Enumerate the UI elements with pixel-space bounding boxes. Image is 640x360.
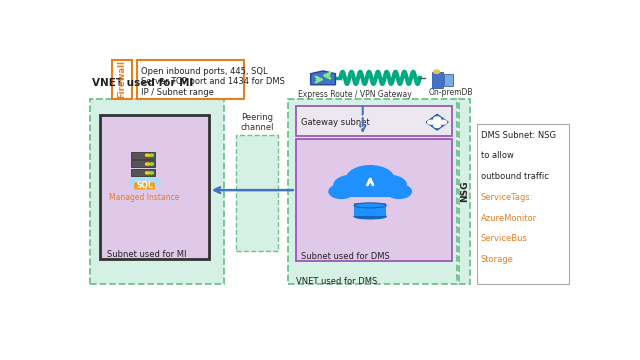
FancyBboxPatch shape — [236, 135, 278, 251]
Text: Storage: Storage — [481, 255, 514, 264]
FancyBboxPatch shape — [90, 99, 224, 284]
FancyBboxPatch shape — [131, 161, 156, 167]
Circle shape — [346, 166, 394, 192]
Text: VNET used for MI: VNET used for MI — [92, 77, 194, 87]
Circle shape — [145, 154, 150, 156]
Text: Open inbound ports, 445, SQL
Server TCP port and 1434 for DMS
IP / Subnet range: Open inbound ports, 445, SQL Server TCP … — [141, 67, 284, 96]
Text: Gateway subnet: Gateway subnet — [301, 118, 369, 127]
Text: ServiceBus: ServiceBus — [481, 234, 527, 243]
Circle shape — [145, 172, 150, 174]
Text: DMS Subnet: NSG: DMS Subnet: NSG — [481, 131, 556, 140]
FancyBboxPatch shape — [134, 183, 155, 190]
Text: Subnet used for DMS: Subnet used for DMS — [301, 252, 390, 261]
Circle shape — [434, 123, 440, 127]
Circle shape — [434, 120, 440, 124]
Circle shape — [440, 120, 447, 124]
Circle shape — [150, 172, 154, 174]
Circle shape — [434, 117, 440, 121]
Text: AzureMonitor: AzureMonitor — [481, 214, 537, 223]
Ellipse shape — [354, 214, 387, 219]
FancyBboxPatch shape — [296, 139, 452, 261]
Circle shape — [434, 70, 440, 73]
Polygon shape — [426, 114, 448, 130]
FancyBboxPatch shape — [131, 152, 156, 158]
Circle shape — [150, 163, 154, 165]
Polygon shape — [310, 71, 335, 85]
Circle shape — [387, 185, 412, 198]
FancyBboxPatch shape — [444, 74, 453, 86]
Circle shape — [145, 163, 150, 165]
FancyBboxPatch shape — [131, 181, 156, 187]
FancyBboxPatch shape — [288, 99, 457, 284]
Text: outbound traffic: outbound traffic — [481, 172, 548, 181]
FancyBboxPatch shape — [296, 105, 452, 136]
Text: SQL: SQL — [136, 181, 153, 190]
Ellipse shape — [354, 203, 387, 208]
Circle shape — [150, 154, 154, 156]
Circle shape — [334, 175, 369, 195]
Circle shape — [145, 178, 161, 187]
Text: Firewall: Firewall — [118, 60, 127, 98]
Text: ServiceTags:: ServiceTags: — [481, 193, 533, 202]
Circle shape — [329, 185, 354, 198]
FancyBboxPatch shape — [432, 72, 443, 87]
FancyBboxPatch shape — [460, 99, 470, 284]
Text: Subnet used for MI: Subnet used for MI — [108, 250, 187, 259]
Text: On-premDB: On-premDB — [429, 87, 473, 96]
FancyBboxPatch shape — [137, 60, 244, 99]
FancyBboxPatch shape — [112, 60, 132, 99]
FancyBboxPatch shape — [100, 115, 209, 260]
FancyBboxPatch shape — [354, 203, 387, 216]
Text: to allow: to allow — [481, 151, 514, 160]
Circle shape — [134, 175, 156, 187]
FancyBboxPatch shape — [131, 169, 156, 176]
Circle shape — [372, 175, 406, 195]
FancyBboxPatch shape — [477, 123, 568, 284]
Circle shape — [130, 177, 147, 187]
Text: VNET used for DMS: VNET used for DMS — [296, 278, 377, 287]
Text: Managed Instance: Managed Instance — [109, 193, 180, 202]
Text: Express Route / VPN Gateway: Express Route / VPN Gateway — [298, 90, 412, 99]
Text: NSG: NSG — [460, 181, 469, 202]
FancyBboxPatch shape — [339, 186, 401, 197]
Text: Peering
channel: Peering channel — [241, 113, 275, 132]
Circle shape — [428, 120, 435, 124]
